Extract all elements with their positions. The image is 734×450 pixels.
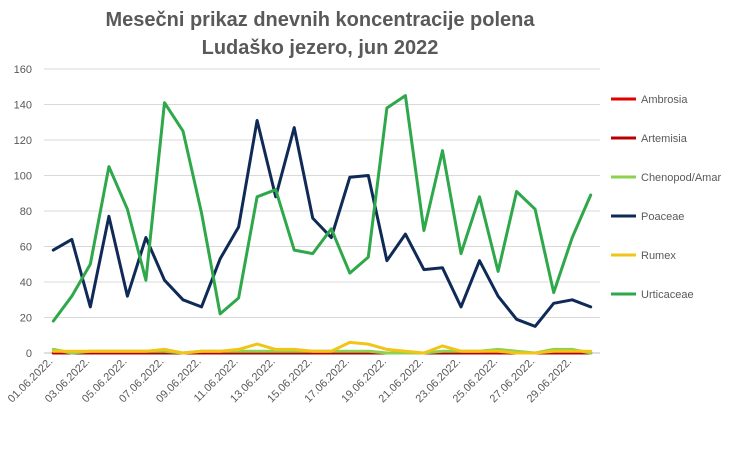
legend-label: Ambrosia [641,94,688,106]
y-tick-label: 0 [26,348,32,360]
chart-title-line-2: Ludaško jezero, jun 2022 [201,37,439,59]
series-lines [51,94,593,355]
chart-title-line-1: Mesečni prikaz dnevnih koncentracije pol… [105,9,535,31]
legend: Ambrosia Artemisia Chenopod/Amar Poaceae Rum… [611,94,721,301]
legend-label: Poaceae [641,211,684,223]
y-tick-label: 100 [14,171,32,183]
series-line-urticaceae [51,94,593,323]
legend-label: Chenopod/Amar [641,172,721,184]
y-tick-label: 120 [14,135,32,147]
series-line-rumex [51,340,593,355]
y-tick-label: 40 [20,277,32,289]
y-tick-label: 80 [20,206,32,218]
legend-label: Urticaceae [641,289,694,301]
y-tick-label: 60 [20,242,32,254]
legend-label: Rumex [641,250,676,262]
x-axis-tick-labels: 01.06.2022.03.06.2022.05.06.2022.07.06.2… [6,356,575,406]
y-axis-tick-labels: 0 20 40 60 80 100 120 140 160 [14,64,32,360]
y-tick-label: 160 [14,64,32,76]
chart-title: Mesečni prikaz dnevnih koncentracije pol… [0,6,640,62]
y-tick-label: 140 [14,100,32,112]
series-line-poaceae [51,119,593,328]
legend-label: Artemisia [641,133,688,145]
y-tick-label: 20 [20,313,32,325]
